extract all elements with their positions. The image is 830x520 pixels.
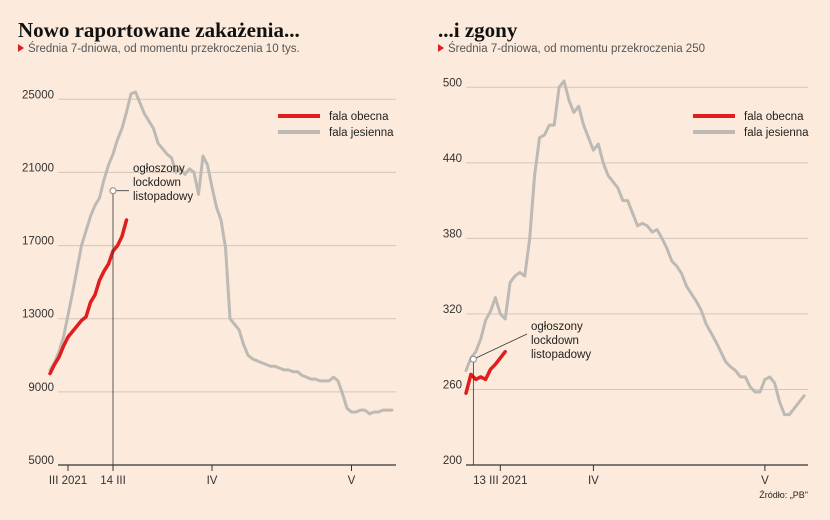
y-tick-label: 320 [443,304,462,316]
legend-label-autumn: fala jesienna [744,127,809,139]
x-tick-label: 13 III 2021 [473,475,527,487]
x-tick-label: IV [588,475,599,487]
subtitle-marker [18,44,24,52]
y-tick-label: 260 [443,379,462,391]
subtitle-marker [438,44,444,52]
annotation-leader [473,333,528,360]
legend-label-current: fala obecna [329,111,389,123]
x-tick-label: III 2021 [49,475,87,487]
annotation-text: listopadowy [531,349,591,361]
series-line-current [464,349,507,395]
y-tick-label: 17000 [22,236,54,248]
y-tick-label: 25000 [22,89,54,101]
lockdown-marker [109,187,117,195]
x-tick-label: 14 III [100,475,126,487]
legend: fala obecna fala jesienna [278,111,394,139]
annotation-text: ogłoszony [133,163,185,175]
annotation-text: listopadowy [133,191,193,203]
lockdown-marker [469,355,477,363]
series-line-current [48,218,129,376]
y-tick-label: 500 [443,77,462,89]
annotation-text: lockdown [133,177,181,189]
y-tick-label: 13000 [22,309,54,321]
y-tick-label: 200 [443,455,462,467]
chart-subtitle: Średnia 7-dniowa, od momentu przekroczen… [28,42,300,55]
source-note: Źródło: „PB" [759,490,808,500]
x-tick-label: V [761,475,769,487]
chart-subtitle: Średnia 7-dniowa, od momentu przekroczen… [448,42,705,55]
y-tick-label: 380 [443,228,462,240]
legend-label-autumn: fala jesienna [329,127,394,139]
chart-title: ...i zgony [438,18,518,42]
x-tick-label: V [348,475,356,487]
y-tick-label: 21000 [22,162,54,174]
deaths-chart: ...i zgony Średnia 7-dniowa, od momentu … [438,18,809,487]
series-line-autumn [48,90,394,416]
series-line-autumn [464,79,806,417]
y-tick-label: 5000 [28,455,54,467]
annotation-text: lockdown [531,335,579,347]
y-tick-label: 9000 [28,382,54,394]
cases-chart: Nowo raportowane zakażenia... Średnia 7-… [18,18,396,487]
chart-title: Nowo raportowane zakażenia... [18,18,300,42]
legend-label-current: fala obecna [744,111,804,123]
y-tick-label: 440 [443,153,462,165]
annotation-text: ogłoszony [531,321,583,333]
legend: fala obecna fala jesienna [693,111,809,139]
x-tick-label: IV [207,475,218,487]
